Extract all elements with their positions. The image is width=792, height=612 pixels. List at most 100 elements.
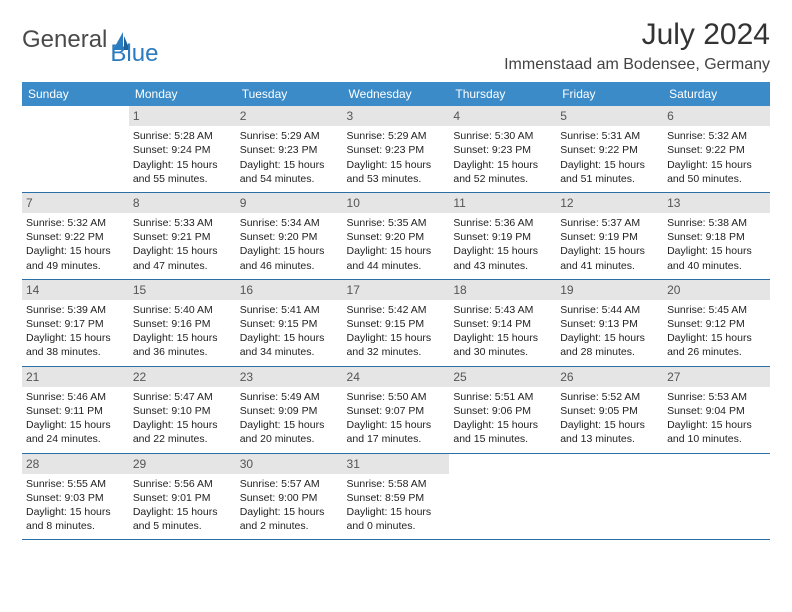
day-number: 24 — [343, 367, 450, 387]
sunset-text: Sunset: 9:20 PM — [240, 230, 339, 244]
day-number: 29 — [129, 454, 236, 474]
sunset-text: Sunset: 9:18 PM — [667, 230, 766, 244]
calendar-body: 1Sunrise: 5:28 AMSunset: 9:24 PMDaylight… — [22, 106, 770, 540]
daylight-text: Daylight: 15 hours and 8 minutes. — [26, 505, 125, 533]
daylight-text: Daylight: 15 hours and 46 minutes. — [240, 244, 339, 272]
sunrise-text: Sunrise: 5:51 AM — [453, 390, 552, 404]
day-number: 27 — [663, 367, 770, 387]
day-number: 11 — [449, 193, 556, 213]
day-number: 14 — [22, 280, 129, 300]
day-cell: 17Sunrise: 5:42 AMSunset: 9:15 PMDayligh… — [343, 279, 450, 366]
sunrise-text: Sunrise: 5:36 AM — [453, 216, 552, 230]
day-cell: 1Sunrise: 5:28 AMSunset: 9:24 PMDaylight… — [129, 106, 236, 192]
sunrise-text: Sunrise: 5:50 AM — [347, 390, 446, 404]
sunset-text: Sunset: 9:06 PM — [453, 404, 552, 418]
day-number: 9 — [236, 193, 343, 213]
day-number: 23 — [236, 367, 343, 387]
sunset-text: Sunset: 9:05 PM — [560, 404, 659, 418]
day-number: 19 — [556, 280, 663, 300]
dayhead-fri: Friday — [556, 82, 663, 106]
sunset-text: Sunset: 9:20 PM — [347, 230, 446, 244]
day-cell — [449, 453, 556, 540]
sunrise-text: Sunrise: 5:28 AM — [133, 129, 232, 143]
sunrise-text: Sunrise: 5:39 AM — [26, 303, 125, 317]
day-cell: 12Sunrise: 5:37 AMSunset: 9:19 PMDayligh… — [556, 192, 663, 279]
sunrise-text: Sunrise: 5:56 AM — [133, 477, 232, 491]
daylight-text: Daylight: 15 hours and 38 minutes. — [26, 331, 125, 359]
daylight-text: Daylight: 15 hours and 20 minutes. — [240, 418, 339, 446]
sunrise-text: Sunrise: 5:46 AM — [26, 390, 125, 404]
sunrise-text: Sunrise: 5:38 AM — [667, 216, 766, 230]
day-cell: 15Sunrise: 5:40 AMSunset: 9:16 PMDayligh… — [129, 279, 236, 366]
sunset-text: Sunset: 9:24 PM — [133, 143, 232, 157]
header: General Blue July 2024 Immenstaad am Bod… — [22, 18, 770, 74]
daylight-text: Daylight: 15 hours and 40 minutes. — [667, 244, 766, 272]
day-number: 21 — [22, 367, 129, 387]
day-cell: 21Sunrise: 5:46 AMSunset: 9:11 PMDayligh… — [22, 366, 129, 453]
day-number: 31 — [343, 454, 450, 474]
sunrise-text: Sunrise: 5:31 AM — [560, 129, 659, 143]
day-cell — [556, 453, 663, 540]
sunrise-text: Sunrise: 5:35 AM — [347, 216, 446, 230]
day-cell: 31Sunrise: 5:58 AMSunset: 8:59 PMDayligh… — [343, 453, 450, 540]
sunset-text: Sunset: 9:23 PM — [453, 143, 552, 157]
day-number — [449, 454, 556, 474]
daylight-text: Daylight: 15 hours and 47 minutes. — [133, 244, 232, 272]
sunset-text: Sunset: 9:23 PM — [240, 143, 339, 157]
dayhead-sat: Saturday — [663, 82, 770, 106]
day-cell: 6Sunrise: 5:32 AMSunset: 9:22 PMDaylight… — [663, 106, 770, 192]
day-cell: 26Sunrise: 5:52 AMSunset: 9:05 PMDayligh… — [556, 366, 663, 453]
dayhead-wed: Wednesday — [343, 82, 450, 106]
daylight-text: Daylight: 15 hours and 24 minutes. — [26, 418, 125, 446]
daylight-text: Daylight: 15 hours and 34 minutes. — [240, 331, 339, 359]
day-cell — [663, 453, 770, 540]
day-cell: 22Sunrise: 5:47 AMSunset: 9:10 PMDayligh… — [129, 366, 236, 453]
sunset-text: Sunset: 9:17 PM — [26, 317, 125, 331]
day-number: 4 — [449, 106, 556, 126]
day-number: 5 — [556, 106, 663, 126]
sunrise-text: Sunrise: 5:44 AM — [560, 303, 659, 317]
daylight-text: Daylight: 15 hours and 17 minutes. — [347, 418, 446, 446]
sunrise-text: Sunrise: 5:55 AM — [26, 477, 125, 491]
sunset-text: Sunset: 9:13 PM — [560, 317, 659, 331]
daylight-text: Daylight: 15 hours and 22 minutes. — [133, 418, 232, 446]
sunrise-text: Sunrise: 5:49 AM — [240, 390, 339, 404]
sunrise-text: Sunrise: 5:29 AM — [240, 129, 339, 143]
day-number: 30 — [236, 454, 343, 474]
daylight-text: Daylight: 15 hours and 49 minutes. — [26, 244, 125, 272]
day-cell: 7Sunrise: 5:32 AMSunset: 9:22 PMDaylight… — [22, 192, 129, 279]
calendar-table: Sunday Monday Tuesday Wednesday Thursday… — [22, 82, 770, 540]
day-cell: 3Sunrise: 5:29 AMSunset: 9:23 PMDaylight… — [343, 106, 450, 192]
week-row: 7Sunrise: 5:32 AMSunset: 9:22 PMDaylight… — [22, 192, 770, 279]
day-number: 26 — [556, 367, 663, 387]
day-cell: 27Sunrise: 5:53 AMSunset: 9:04 PMDayligh… — [663, 366, 770, 453]
day-number: 2 — [236, 106, 343, 126]
dayhead-sun: Sunday — [22, 82, 129, 106]
week-row: 1Sunrise: 5:28 AMSunset: 9:24 PMDaylight… — [22, 106, 770, 192]
day-cell: 4Sunrise: 5:30 AMSunset: 9:23 PMDaylight… — [449, 106, 556, 192]
day-cell: 23 Sunrise: 5:49 AMSunset: 9:09 PMDayligh… — [236, 366, 343, 453]
sunset-text: Sunset: 9:10 PM — [133, 404, 232, 418]
day-number: 8 — [129, 193, 236, 213]
day-header-row: Sunday Monday Tuesday Wednesday Thursday… — [22, 82, 770, 106]
sunset-text: Sunset: 9:09 PM — [240, 404, 339, 418]
sunrise-text: Sunrise: 5:32 AM — [667, 129, 766, 143]
sunset-text: Sunset: 9:12 PM — [667, 317, 766, 331]
daylight-text: Daylight: 15 hours and 54 minutes. — [240, 158, 339, 186]
sunrise-text: Sunrise: 5:58 AM — [347, 477, 446, 491]
sunset-text: Sunset: 9:03 PM — [26, 491, 125, 505]
sunrise-text: Sunrise: 5:37 AM — [560, 216, 659, 230]
daylight-text: Daylight: 15 hours and 43 minutes. — [453, 244, 552, 272]
day-cell: 2 Sunrise: 5:29 AMSunset: 9:23 PMDaylight… — [236, 106, 343, 192]
day-number: 10 — [343, 193, 450, 213]
location-text: Immenstaad am Bodensee, Germany — [504, 56, 770, 74]
dayhead-mon: Monday — [129, 82, 236, 106]
day-cell: 18Sunrise: 5:43 AMSunset: 9:14 PMDayligh… — [449, 279, 556, 366]
sunrise-text: Sunrise: 5:40 AM — [133, 303, 232, 317]
day-cell: 8Sunrise: 5:33 AMSunset: 9:21 PMDaylight… — [129, 192, 236, 279]
sunset-text: Sunset: 9:16 PM — [133, 317, 232, 331]
day-cell: 11Sunrise: 5:36 AMSunset: 9:19 PMDayligh… — [449, 192, 556, 279]
day-cell: 29Sunrise: 5:56 AMSunset: 9:01 PMDayligh… — [129, 453, 236, 540]
sunset-text: Sunset: 9:22 PM — [26, 230, 125, 244]
day-number: 3 — [343, 106, 450, 126]
